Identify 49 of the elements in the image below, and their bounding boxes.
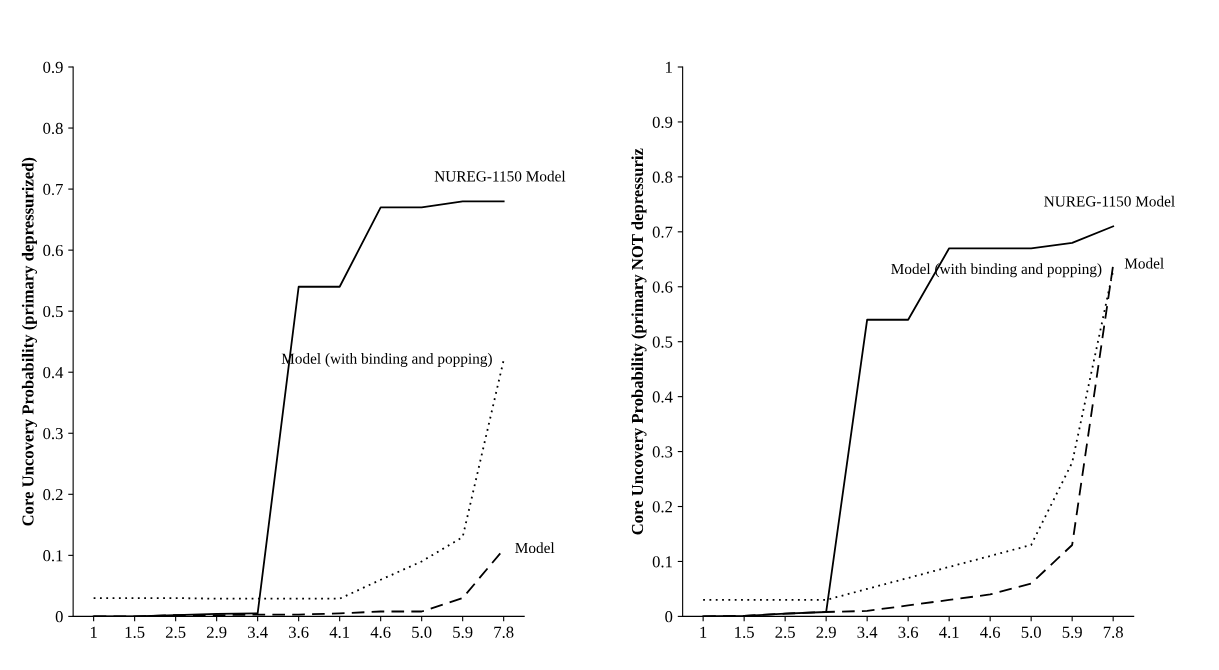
x-tick-label: 3.4 [248, 626, 268, 638]
y-tick-label: 0.4 [43, 366, 64, 379]
y-tick-label: 0.1 [43, 550, 63, 562]
x-tick-label: 5.0 [1021, 626, 1041, 638]
x-tick-label: 5.9 [453, 626, 473, 638]
y-axis-title: Core Uncovery Probability (primary NOT depressuriz [631, 148, 647, 535]
x-tick-label: 1 [700, 626, 707, 638]
y-tick-label: 0 [665, 611, 673, 623]
y-tick-label: 0.8 [652, 171, 673, 183]
x-tick-label: 2.5 [775, 626, 795, 638]
x-tick-label: 3.6 [289, 626, 309, 638]
x-tick-label: 4.1 [329, 626, 350, 638]
x-tick-label: 5.0 [412, 626, 432, 638]
y-tick-label: 0.4 [652, 391, 673, 403]
series-label: NUREG-1150 Model [1044, 195, 1175, 207]
y-axis-title: Core Uncovery Probability (primary depressurized) [21, 157, 38, 526]
x-tick-label: 1.5 [125, 626, 145, 638]
x-tick-label: 3.4 [857, 626, 878, 638]
series-label: Model [1124, 257, 1164, 269]
x-tick-label: 7.8 [1103, 626, 1123, 638]
x-tick-label: 2.9 [816, 626, 836, 638]
y-tick-label: 0.7 [652, 226, 673, 238]
y-tick-label: 0.2 [652, 501, 672, 513]
x-tick-label: 7.8 [494, 626, 514, 638]
y-tick-label: 0.9 [652, 116, 673, 128]
x-tick-label: 5.9 [1062, 626, 1082, 638]
y-tick-label: 1 [666, 61, 672, 73]
y-tick-label: 0.3 [652, 446, 673, 458]
y-tick-label: 0.5 [43, 305, 63, 318]
y-tick-label: 0.9 [43, 61, 63, 74]
y-tick-label: 0.8 [43, 122, 63, 135]
y-tick-label: 0 [55, 611, 63, 623]
series-label: NUREG-1150 Model [434, 170, 566, 182]
x-tick-label: 2.5 [165, 626, 186, 638]
series-label: Model [515, 542, 555, 554]
x-tick-label: 3.6 [898, 626, 919, 638]
x-tick-label: 4.6 [370, 626, 391, 638]
y-tick-label: 0.6 [652, 281, 673, 293]
y-tick-label: 0.3 [43, 427, 63, 440]
x-tick-label: 4.1 [939, 626, 959, 638]
y-tick-label: 0.7 [43, 183, 63, 196]
y-tick-label: 0.5 [652, 336, 673, 348]
y-tick-label: 0.1 [652, 556, 672, 568]
y-tick-label: 0.2 [43, 489, 63, 501]
x-tick-label: 1 [90, 626, 97, 638]
x-tick-label: 2.9 [206, 626, 227, 638]
y-tick-label: 0.6 [43, 244, 63, 257]
x-tick-label: 1.5 [735, 626, 754, 638]
x-tick-label: 4.6 [980, 626, 1001, 638]
